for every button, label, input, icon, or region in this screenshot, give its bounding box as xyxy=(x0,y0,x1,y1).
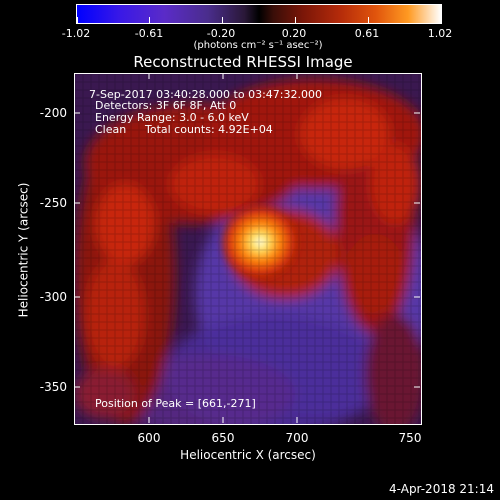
y-tick-label: -200 xyxy=(39,106,67,120)
method-annotation: Clean xyxy=(95,123,127,136)
time-range-annotation: 7-Sep-2017 03:40:28.000 to 03:47:32.000 xyxy=(89,88,322,101)
y-axis-title: Heliocentric Y (arcsec) xyxy=(16,182,31,318)
y-tick-label: -300 xyxy=(39,290,67,304)
colorbar-tick-label: 0.61 xyxy=(354,27,380,40)
y-tick-label: -250 xyxy=(39,196,67,210)
colorbar-tick-label: -0.61 xyxy=(134,27,164,40)
y-tick-label: -350 xyxy=(39,380,67,394)
colorbar-tick-label: -1.02 xyxy=(61,27,91,40)
x-axis-title: Heliocentric X (arcsec) xyxy=(180,448,316,462)
render-timestamp: 4-Apr-2018 21:14 xyxy=(389,482,494,496)
peak-position-annotation: Position of Peak = [661,-271] xyxy=(95,397,256,410)
x-tick-label: 650 xyxy=(211,431,235,445)
colorbar xyxy=(76,4,442,24)
colorbar-tick-label: 0.20 xyxy=(281,27,307,40)
rhessi-image-raster xyxy=(75,74,421,424)
x-tick-label: 700 xyxy=(285,431,309,445)
plot-title: Reconstructed RHESSI Image xyxy=(133,53,353,71)
rhessi-image: 7-Sep-2017 03:40:28.000 to 03:47:32.000 … xyxy=(74,73,422,425)
colorbar-tick-label: -0.20 xyxy=(206,27,236,40)
colorbar-units: (photons cm⁻² s⁻¹ asec⁻²) xyxy=(193,40,323,51)
energy-range-annotation: Energy Range: 3.0 - 6.0 keV xyxy=(95,111,249,124)
detectors-annotation: Detectors: 3F 6F 8F, Att 0 xyxy=(95,99,237,112)
x-tick-label: 600 xyxy=(137,431,161,445)
x-tick-label: 750 xyxy=(398,431,422,445)
colorbar-tick-label: 1.02 xyxy=(427,27,453,40)
total-counts-annotation: Total counts: 4.92E+04 xyxy=(145,123,273,136)
